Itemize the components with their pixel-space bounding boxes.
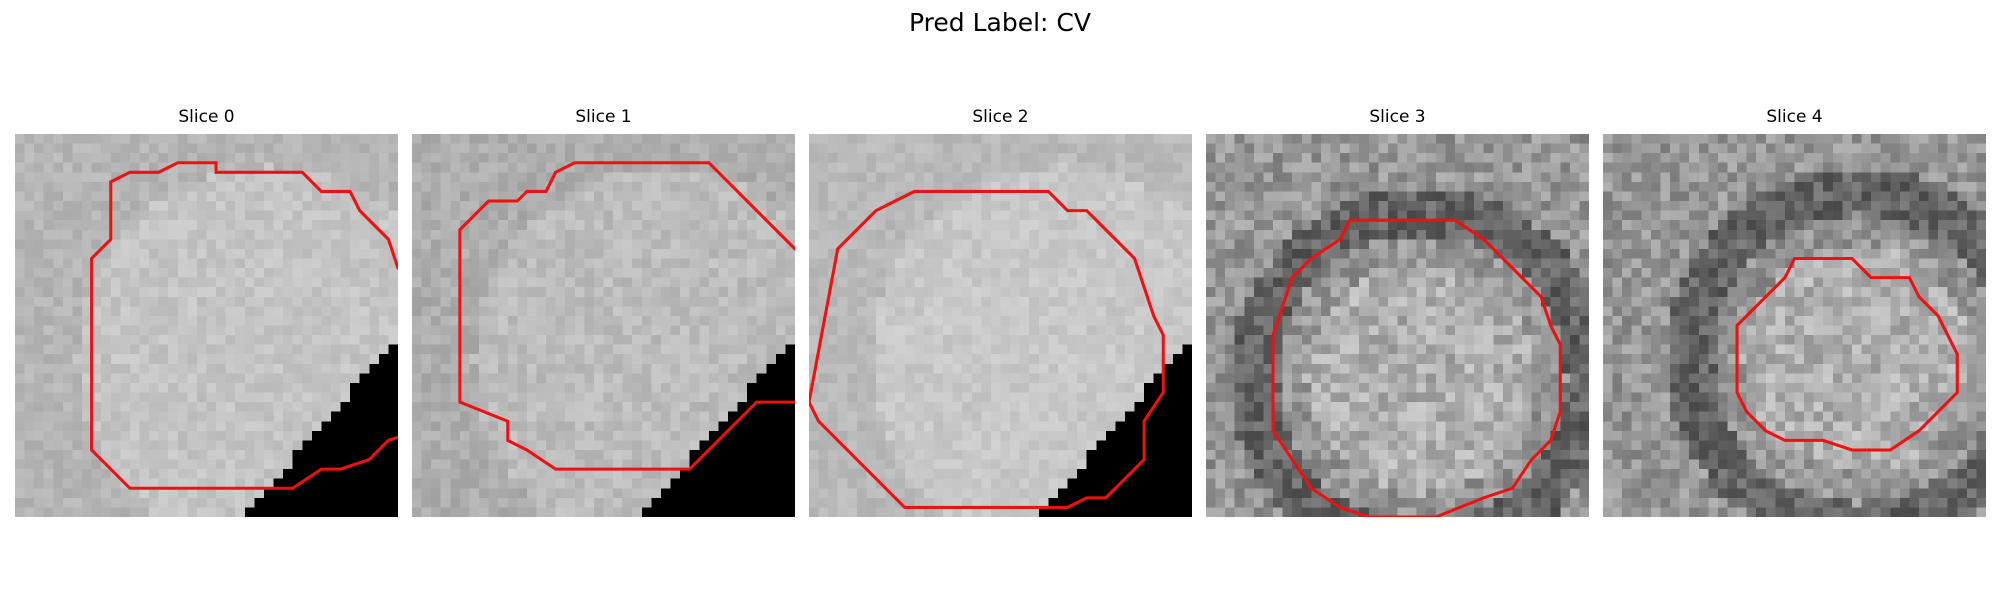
contour-1 [458, 161, 795, 471]
contour-2 [809, 189, 1165, 509]
slice-title-3: Slice 3 [1369, 107, 1426, 127]
slice-title-1: Slice 1 [575, 107, 632, 127]
slice-image-2 [809, 134, 1192, 517]
slice-panel-2: Slice 2 [809, 107, 1192, 517]
figure-title: Pred Label: CV [909, 8, 1091, 37]
slice-image-1 [412, 134, 795, 517]
slice-panel-0: Slice 0 [15, 107, 398, 517]
slice-panel-1: Slice 1 [412, 107, 795, 517]
contour-0 [90, 161, 398, 490]
slice-panel-3: Slice 3 [1206, 107, 1589, 517]
slice-title-0: Slice 0 [178, 107, 235, 127]
contour-4 [1735, 256, 1959, 452]
slice-image-3 [1206, 134, 1589, 517]
slice-image-0 [15, 134, 398, 517]
slice-image-4 [1603, 134, 1986, 517]
slice-title-2: Slice 2 [972, 107, 1029, 127]
slice-panel-4: Slice 4 [1603, 107, 1986, 517]
slice-title-4: Slice 4 [1766, 107, 1823, 127]
contour-3 [1271, 218, 1562, 517]
